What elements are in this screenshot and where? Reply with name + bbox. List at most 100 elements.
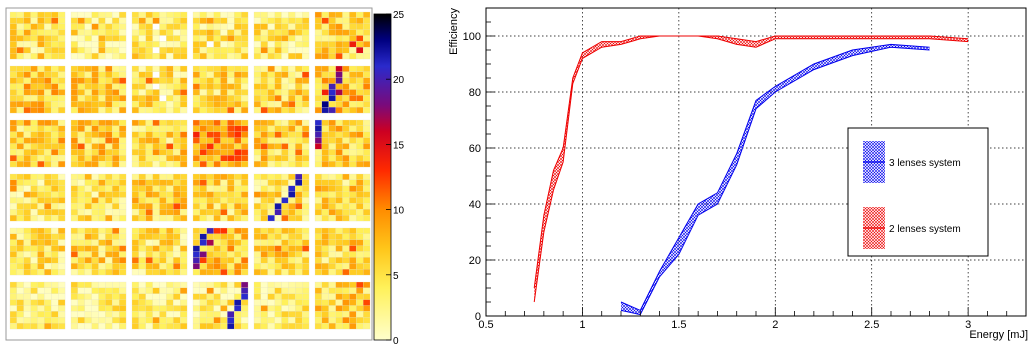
heatmap-cell xyxy=(349,215,357,222)
heatmap-cell xyxy=(234,119,242,127)
heatmap-cell xyxy=(241,305,249,312)
heatmap-cell xyxy=(131,305,140,312)
heatmap-cell xyxy=(30,239,38,246)
heatmap-cell xyxy=(220,227,228,235)
heatmap-cell xyxy=(105,83,113,90)
heatmap-cell xyxy=(180,305,188,312)
heatmap-cell xyxy=(342,107,350,114)
heatmap-cell xyxy=(274,323,282,330)
heatmap-cell xyxy=(138,185,146,192)
heatmap-cell xyxy=(213,185,221,192)
heatmap-cell xyxy=(138,311,146,318)
heatmap-cell xyxy=(241,65,249,73)
heatmap-cell xyxy=(91,287,99,294)
heatmap-cell xyxy=(199,161,207,168)
heatmap-cell xyxy=(356,239,364,246)
heatmap-cell xyxy=(328,311,336,318)
heatmap-cell xyxy=(199,107,207,114)
heatmap-cell xyxy=(213,83,221,90)
heatmap-cell xyxy=(44,137,52,144)
heatmap-cell xyxy=(131,257,140,264)
heatmap-cell xyxy=(30,89,38,96)
heatmap-cell xyxy=(91,245,99,252)
heatmap-cell xyxy=(281,251,289,258)
heatmap-cell xyxy=(173,77,181,84)
heatmap-cell xyxy=(281,245,289,252)
heatmap-cell xyxy=(77,293,85,300)
heatmap-cell xyxy=(234,257,242,264)
heatmap-cell xyxy=(105,131,113,138)
heatmap-cell xyxy=(23,53,31,60)
heatmap-cell xyxy=(349,185,357,192)
heatmap-cell xyxy=(227,71,235,78)
heatmap-cell xyxy=(30,95,38,102)
heatmap-cell xyxy=(51,269,59,276)
heatmap-cell xyxy=(274,155,282,162)
heatmap-cell xyxy=(335,287,343,294)
heatmap-cell xyxy=(180,257,188,264)
heatmap-cell xyxy=(37,155,45,162)
heatmap-cell xyxy=(37,137,45,144)
heatmap-cell xyxy=(227,83,235,90)
heatmap-cell xyxy=(173,185,181,192)
heatmap-cell xyxy=(16,173,24,181)
heatmap-cell xyxy=(152,311,160,318)
heatmap-cell xyxy=(234,299,242,306)
heatmap-cell xyxy=(321,179,329,186)
heatmap-cell xyxy=(77,125,85,132)
heatmap-cell xyxy=(9,155,18,162)
heatmap-cell xyxy=(349,251,357,258)
heatmap-cell xyxy=(328,227,336,235)
heatmap-cell xyxy=(349,179,357,186)
heatmap-cell xyxy=(321,203,329,210)
heatmap-cell xyxy=(295,215,303,222)
heatmap-cell xyxy=(302,137,310,144)
heatmap-cell xyxy=(159,107,167,114)
heatmap-cell xyxy=(342,53,350,60)
heatmap-cell xyxy=(349,107,357,114)
heatmap-cell xyxy=(173,65,181,73)
heatmap-cell xyxy=(77,209,85,216)
heatmap-cell xyxy=(173,71,181,78)
detector-block xyxy=(192,173,249,222)
heatmap-cell xyxy=(192,323,201,330)
heatmap-cell xyxy=(98,263,106,270)
heatmap-cell xyxy=(112,281,120,289)
heatmap-cell xyxy=(70,77,79,84)
heatmap-cell xyxy=(91,197,99,204)
heatmap-cell xyxy=(16,239,24,246)
heatmap-cell xyxy=(274,83,282,90)
heatmap-cell xyxy=(44,209,52,216)
heatmap-cell xyxy=(173,83,181,90)
grid-lines xyxy=(486,8,1026,316)
heatmap-cell xyxy=(213,287,221,294)
heatmap-cell xyxy=(112,29,120,36)
heatmap-cell xyxy=(112,299,120,306)
heatmap-cell xyxy=(281,215,289,222)
heatmap-cell xyxy=(328,299,336,306)
heatmap-cell xyxy=(105,11,113,19)
heatmap-cell xyxy=(281,155,289,162)
heatmap-cell xyxy=(98,179,106,186)
heatmap-cell xyxy=(267,17,275,24)
heatmap-cell xyxy=(321,107,329,114)
heatmap-cell xyxy=(342,101,350,108)
heatmap-cell xyxy=(274,281,282,289)
heatmap-cell xyxy=(152,131,160,138)
heatmap-cell xyxy=(356,47,364,54)
heatmap-cell xyxy=(145,293,153,300)
heatmap-cell xyxy=(356,161,364,168)
heatmap-cell xyxy=(51,119,59,127)
heatmap-cell xyxy=(119,71,127,78)
heatmap-cell xyxy=(321,125,329,132)
heatmap-cell xyxy=(105,41,113,48)
heatmap-cell xyxy=(84,17,92,24)
heatmap-cell xyxy=(199,293,207,300)
heatmap-cell xyxy=(173,143,181,150)
heatmap-cell xyxy=(199,41,207,48)
heatmap-cell xyxy=(295,293,303,300)
heatmap-cell xyxy=(173,191,181,198)
heatmap-cell xyxy=(119,287,127,294)
heatmap-cell xyxy=(159,29,167,36)
heatmap-cell xyxy=(58,257,66,264)
